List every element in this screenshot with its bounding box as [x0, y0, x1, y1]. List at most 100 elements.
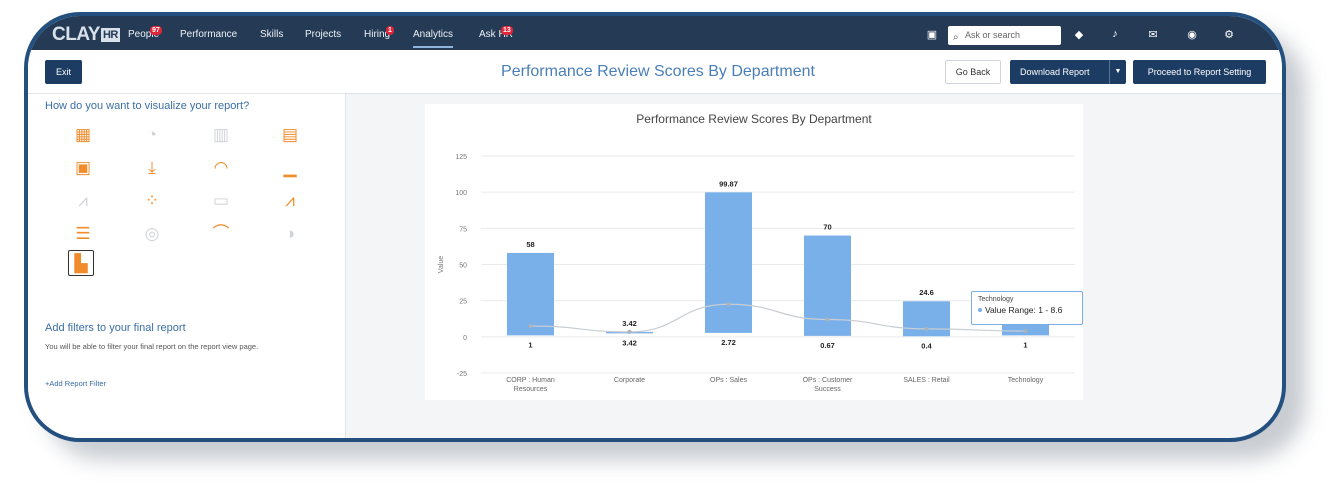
bar-low-label: 2.72 [721, 338, 736, 347]
signal-bars-icon[interactable]: ▁ [283, 158, 297, 177]
tooltip-value: Value Range: 1 - 8.6 [985, 305, 1063, 315]
nav-item-projects[interactable]: Projects [305, 29, 341, 40]
download-icon[interactable]: ⤓ [148, 158, 156, 177]
graduation-cap-icon[interactable]: ◆ [1074, 29, 1084, 41]
filters-note: You will be able to filter your final re… [45, 342, 259, 351]
average-point [924, 326, 929, 331]
y-tick-label: 50 [459, 263, 467, 270]
exit-button[interactable]: Exit [45, 60, 82, 84]
chart-tooltip: Technology Value Range: 1 - 8.6 [971, 291, 1083, 325]
download-report-button[interactable]: Download Report ▼ [1010, 60, 1126, 84]
x-tick-label: CORP : Human [506, 377, 555, 384]
nav-item-label: Performance [180, 29, 238, 40]
nav-item-analytics[interactable]: Analytics [413, 29, 454, 48]
average-point [528, 323, 533, 328]
gauge-icon[interactable]: ◠ [213, 158, 229, 177]
nav-item-people[interactable]: People 97 [128, 26, 162, 40]
funnel-icon[interactable]: ▭ [212, 191, 230, 210]
nav-item-label: Hiring [364, 29, 391, 40]
bar [507, 252, 554, 336]
nav-item-skills[interactable]: Skills [260, 29, 283, 40]
nav-badge: 1 [386, 26, 394, 35]
nav-item-ask-hr[interactable]: Ask HR 13 [479, 26, 513, 40]
x-tick-label: OPs : Sales [710, 377, 747, 384]
nav-item-hiring[interactable]: Hiring 1 [364, 26, 394, 40]
x-tick-label: Resources [514, 386, 548, 393]
y-tick-label: -25 [457, 371, 467, 378]
nav-item-label: People [128, 29, 160, 40]
chart-title: Performance Review Scores By Department [636, 112, 872, 126]
average-point [726, 302, 731, 307]
bar-high-label: 3.42 [622, 319, 637, 328]
average-point [627, 329, 632, 334]
bar-low-label: 0.4 [921, 341, 932, 350]
nav-item-performance[interactable]: Performance [180, 29, 237, 40]
x-tick-label: OPs : Customer [803, 377, 853, 384]
mail-icon[interactable]: ✉ [1148, 29, 1158, 41]
bar-chart-grey-icon[interactable]: ▥ [212, 125, 230, 144]
nav-item-label: Skills [260, 29, 284, 40]
donut-icon[interactable]: ◎ [144, 224, 160, 243]
bar-high-label: 99.87 [719, 179, 738, 188]
nav-badge: 13 [501, 26, 513, 35]
clayhr-logo[interactable]: CLAY HR [52, 24, 120, 45]
y-tick-label: 125 [455, 154, 467, 161]
nav-item-label: Ask HR [479, 29, 513, 40]
chevron-down-icon[interactable]: ▼ [1109, 60, 1126, 84]
bar-low-label: 3.42 [622, 338, 637, 347]
y-tick-label: 75 [459, 226, 467, 233]
x-tick-label: Success [814, 386, 841, 393]
scatter-icon[interactable]: ⁘ [144, 191, 160, 210]
table-icon[interactable]: ▦ [74, 125, 92, 144]
search-input[interactable]: ⌕ Ask or search [948, 26, 1061, 45]
chart-card: Performance Review Scores By Department … [425, 104, 1083, 400]
top-navigation-bar: CLAY HR People 97 Performance Skills Projects… [28, 16, 1282, 50]
bar [903, 301, 950, 337]
bar-high-label: 58 [526, 240, 534, 249]
x-tick-label: SALES : Retail [903, 377, 950, 384]
bar-high-label: 24.6 [919, 288, 934, 297]
nav-item-label: Projects [305, 29, 342, 40]
performance-chart: -25 0 25 50 75 100 125 Value 58 1 3.42 3.42 99.87 2.7… [438, 154, 1075, 393]
visualization-panel: How do you want to visualize your report… [28, 94, 346, 438]
calendar-icon[interactable]: ▣ [926, 29, 938, 41]
help-icon[interactable]: ◉ [1187, 29, 1197, 41]
horizontal-bar-icon[interactable]: ☰ [75, 224, 91, 243]
visualize-heading: How do you want to visualize your report… [45, 100, 250, 112]
average-point [1023, 329, 1028, 334]
go-back-button[interactable]: Go Back [945, 60, 1001, 84]
bar [705, 192, 752, 333]
proceed-to-report-setting-button[interactable]: Proceed to Report Setting [1133, 60, 1266, 84]
line-chart-icon[interactable]: ⩘ [285, 191, 295, 210]
gear-icon[interactable]: ⚙ [1224, 29, 1234, 41]
clipboard-icon[interactable]: ▤ [281, 125, 299, 144]
combo-chart-icon[interactable]: ▙ [68, 250, 94, 276]
tooltip-series-dot [978, 308, 982, 312]
bell-curve-icon[interactable]: ⌒ [212, 224, 230, 243]
average-line [530, 303, 1026, 333]
search-icon: ⌕ [953, 32, 959, 43]
nav-badge: 97 [150, 26, 162, 35]
pie-chart-icon[interactable]: ◔ [146, 125, 158, 144]
y-axis-label: Value [438, 256, 445, 273]
report-toolbar: Exit Performance Review Scores By Depart… [28, 50, 1282, 94]
y-tick-label: 25 [459, 299, 467, 306]
page-title: Performance Review Scores By Department [501, 63, 815, 80]
radial-icon[interactable]: ◑ [284, 224, 296, 243]
y-tick-label: 100 [455, 190, 467, 197]
line-chart-grey-icon[interactable]: ⩘ [78, 191, 88, 210]
y-tick-label: 0 [463, 335, 467, 342]
x-tick-label: Corporate [614, 377, 645, 384]
bar-low-label: 0.67 [820, 341, 835, 350]
bell-icon[interactable]: ♪ [1112, 28, 1118, 40]
app-window: CLAY HR People 97 Performance Skills Projects… [24, 12, 1286, 442]
tooltip-title: Technology [978, 296, 1014, 303]
x-tick-label: Technology [1008, 377, 1044, 384]
bar-low-label: 1 [1023, 340, 1027, 349]
average-point [825, 317, 830, 322]
filters-heading: Add filters to your final report [45, 322, 186, 334]
download-report-label: Download Report [1020, 67, 1090, 77]
column-chart-icon[interactable]: ▣ [74, 158, 92, 177]
bar-low-label: 1 [528, 340, 532, 349]
add-report-filter-link[interactable]: +Add Report Filter [45, 379, 107, 388]
